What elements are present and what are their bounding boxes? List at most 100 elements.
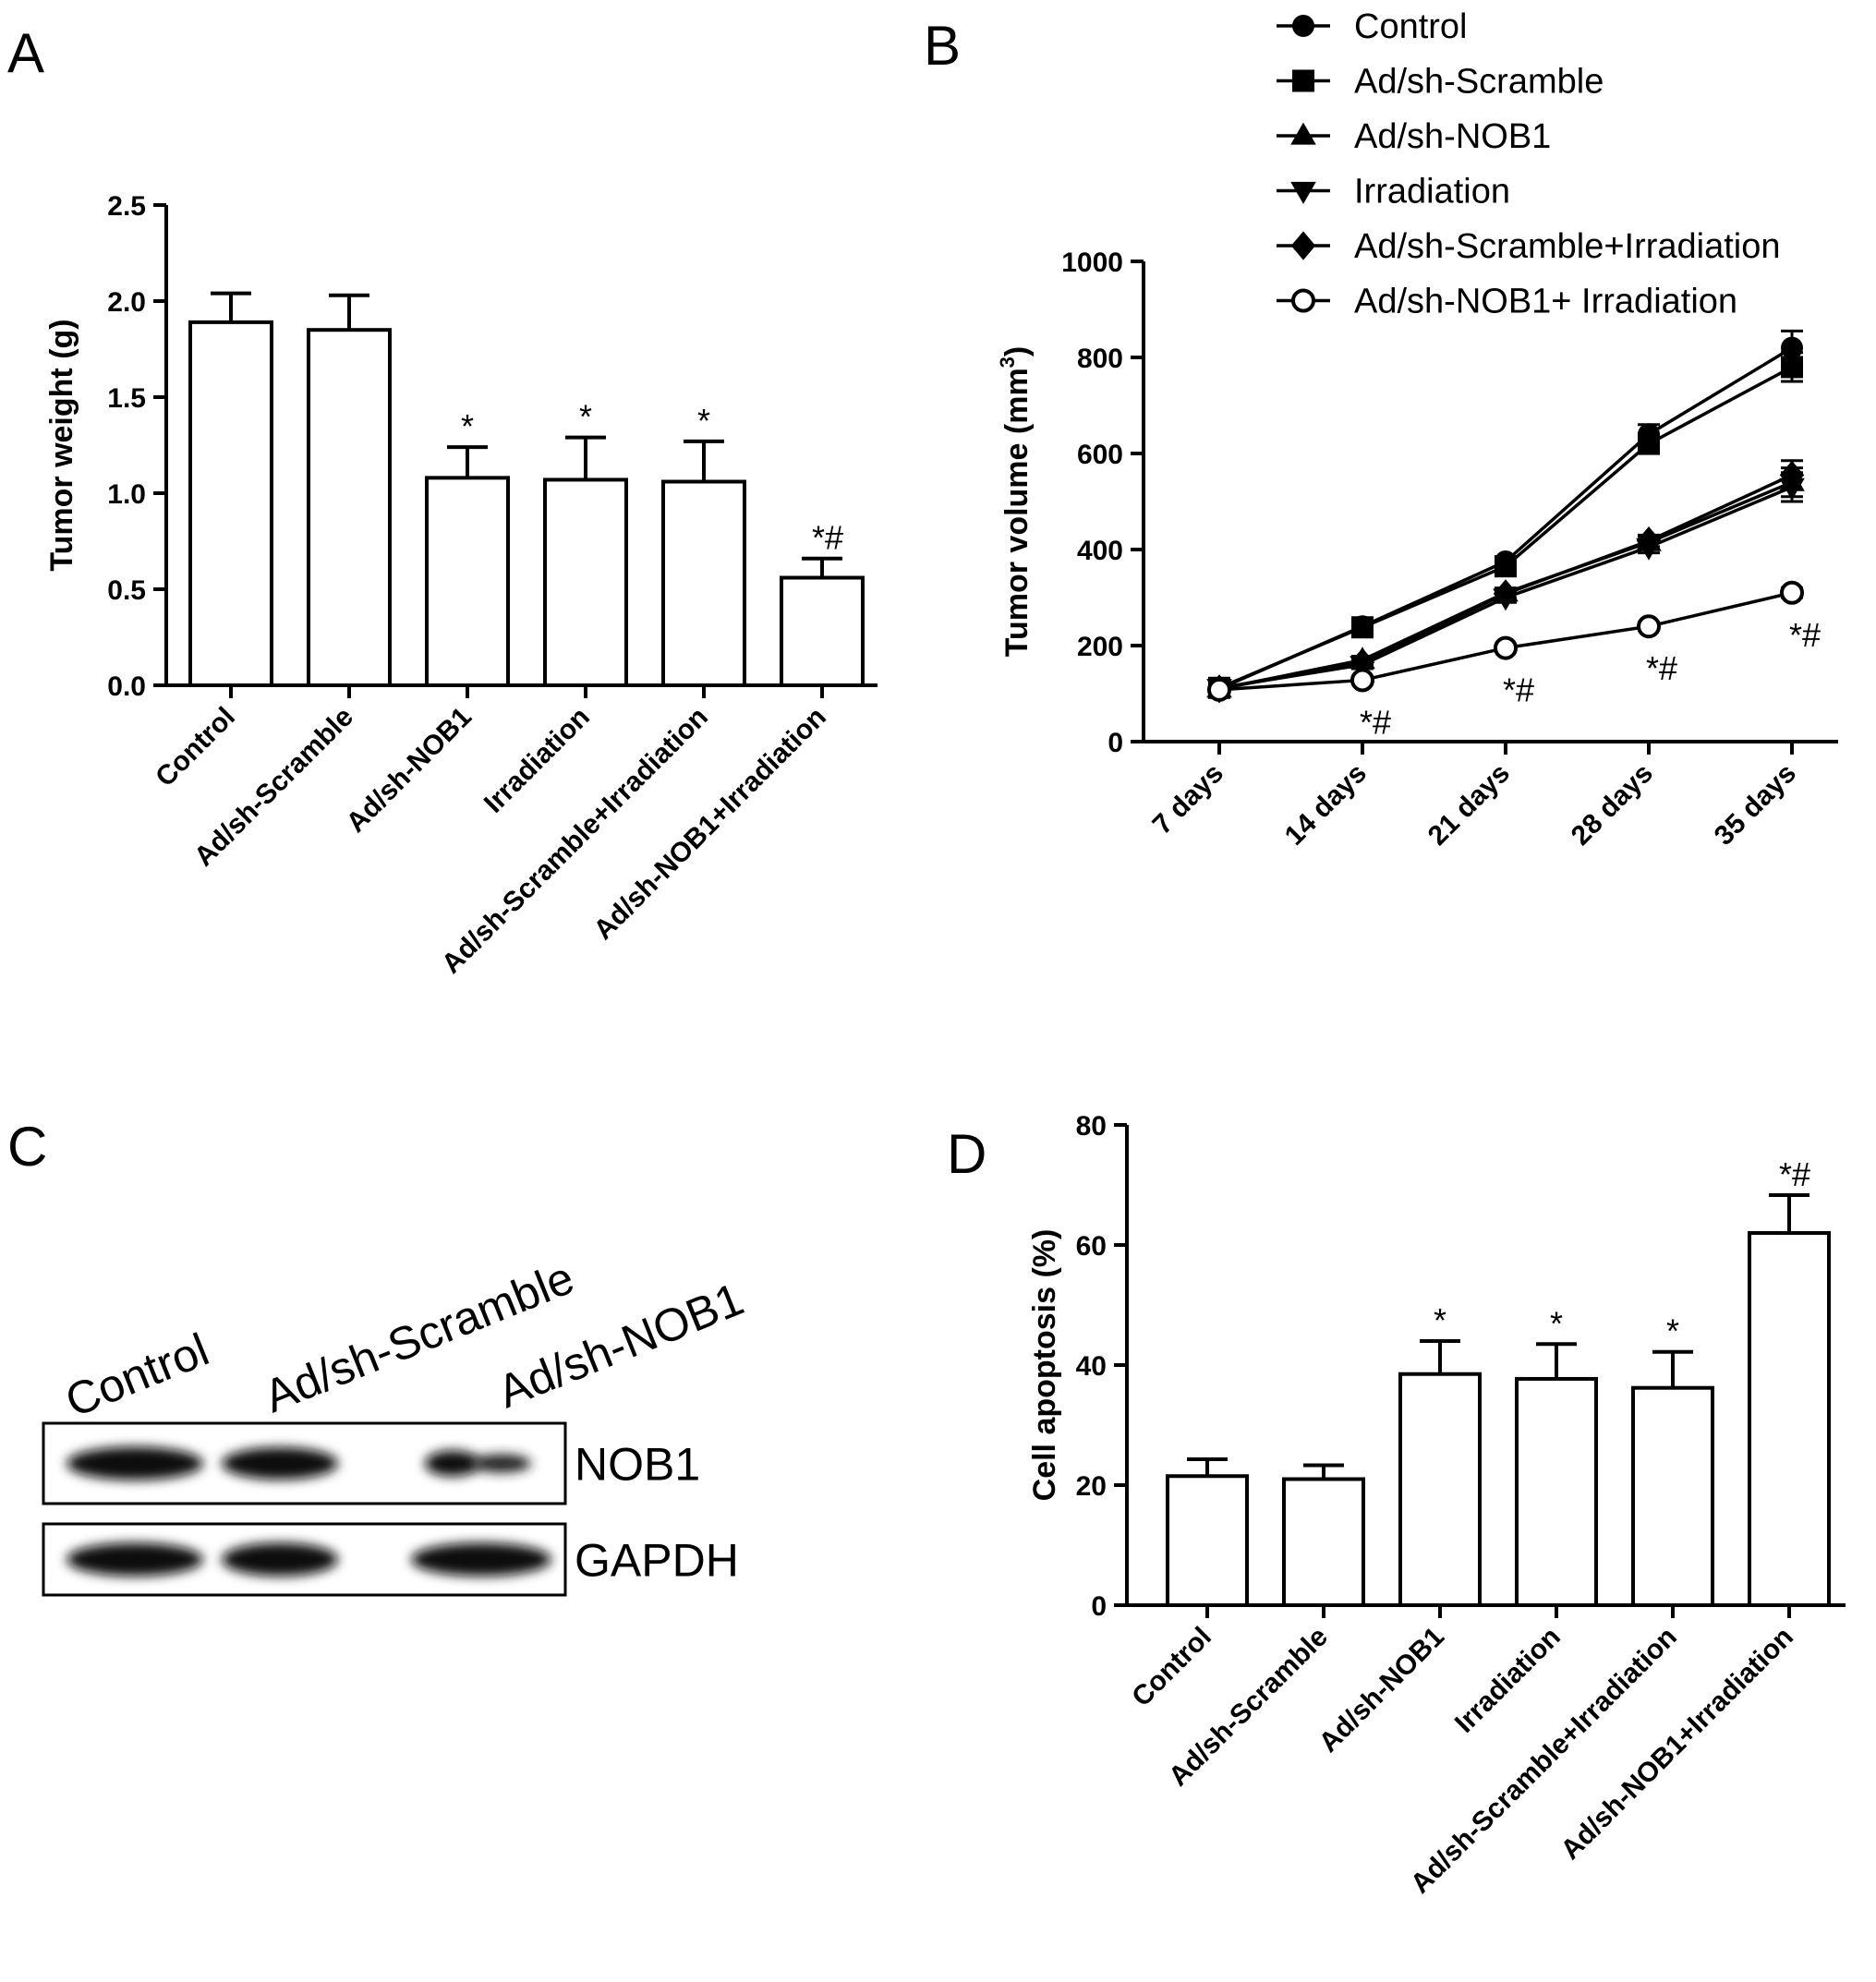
marker-diamond: [1636, 526, 1662, 556]
band: [411, 1542, 551, 1577]
legend-label: Ad/sh-NOB1+ Irradiation: [1354, 283, 1737, 321]
marker-triangle-up: [1290, 122, 1316, 145]
series: [1207, 580, 1804, 702]
x-tick-label: Control: [1126, 1622, 1217, 1713]
blot-row: GAPDH: [42, 1522, 739, 1597]
y-tick-label: 0.0: [107, 671, 146, 702]
marker-diamond: [1350, 647, 1375, 677]
x-tick-label: Ad/sh-NOB1: [1313, 1622, 1450, 1758]
significance-marker: *#: [1360, 703, 1391, 741]
marker-open-circle: [1350, 668, 1374, 693]
row-label: NOB1: [575, 1439, 700, 1491]
chart-b-legend: Control Ad/sh-Scramble Ad/sh-NOB1 Irradiati…: [1277, 7, 1781, 321]
marker-open-circle: [1207, 677, 1231, 702]
blot-row: NOB1: [42, 1421, 700, 1505]
marker-square: [1292, 69, 1314, 92]
bar: [543, 477, 628, 687]
x-tick-label: 35 days: [1709, 758, 1802, 852]
legend-label: Control: [1354, 7, 1468, 46]
y-tick-label: 2.5: [107, 191, 146, 222]
marker-open-circle: [1291, 288, 1315, 313]
bar: [1398, 1372, 1482, 1607]
legend-item: Ad/sh-Scramble+Irradiation: [1277, 227, 1781, 266]
legend-label: Ad/sh-NOB1: [1354, 117, 1551, 156]
y-tick-label: 0.5: [107, 575, 146, 606]
y-tick-label: 0: [1091, 1591, 1107, 1622]
y-tick-label: 2.0: [107, 287, 146, 318]
band: [222, 1542, 338, 1577]
y-tick-label: 80: [1076, 1111, 1107, 1142]
marker-diamond: [1779, 460, 1805, 489]
marker-open-circle: [1637, 614, 1661, 639]
y-axis-label-close: ): [999, 346, 1035, 357]
x-tick-label: Control: [150, 702, 241, 793]
y-axis-label-sup: 3: [996, 357, 1019, 368]
significance-marker: *: [1434, 1301, 1446, 1339]
significance-marker: *#: [1646, 649, 1677, 687]
band: [222, 1447, 338, 1480]
x-tick-label: Irradiation: [1449, 1622, 1567, 1739]
y-tick-label: 20: [1076, 1471, 1107, 1502]
panel-letter-b: B: [924, 15, 961, 77]
x-tick-label: 21 days: [1422, 758, 1516, 852]
y-tick-label: 60: [1076, 1231, 1107, 1262]
chart-d-cell-apoptosis: 020406080ControlAd/sh-ScrambleAd/sh-NOB1…: [1027, 1111, 1846, 1900]
significance-marker: *#: [1503, 671, 1534, 709]
legend-item: Irradiation: [1277, 173, 1510, 211]
x-tick-label: 7 days: [1147, 758, 1229, 840]
significance-marker: *: [1550, 1304, 1563, 1342]
y-axis-label-main: Tumor volume (mm: [999, 368, 1035, 657]
x-tick-label: 28 days: [1566, 758, 1659, 852]
y-tick-label: 600: [1077, 440, 1123, 470]
bar: [1515, 1376, 1598, 1607]
legend-item: Ad/sh-Scramble: [1277, 63, 1604, 102]
bar: [780, 575, 865, 688]
legend-item: Ad/sh-NOB1+ Irradiation: [1277, 283, 1737, 321]
y-tick-label: 1.0: [107, 479, 146, 510]
bar: [1631, 1385, 1714, 1607]
marker-diamond: [1290, 231, 1316, 260]
x-tick-label: Irradiation: [478, 702, 596, 819]
significance-marker: *#: [1789, 616, 1821, 654]
lane-label: Control: [58, 1323, 215, 1427]
chart-a-tumor-weight: 0.00.51.01.52.02.5ControlAd/sh-ScrambleA…: [44, 191, 877, 980]
bar: [661, 479, 746, 688]
significance-marker: *#: [1779, 1155, 1810, 1193]
legend-label: Ad/sh-Scramble+Irradiation: [1354, 227, 1781, 266]
y-axis-label: Cell apoptosis (%): [1027, 1229, 1062, 1502]
band: [425, 1450, 480, 1477]
x-tick-label: Ad/sh-NOB1+Irradiation: [588, 702, 832, 946]
bar: [188, 320, 273, 687]
significance-marker: *: [579, 398, 592, 436]
marker-open-circle: [1494, 635, 1518, 660]
chart-b-tumor-volume: 0 200 400 600 800 1000 7 days 14 days 21 days 28 …: [996, 248, 1838, 852]
legend-item: Ad/sh-NOB1: [1277, 117, 1551, 156]
significance-marker: *: [1666, 1312, 1679, 1350]
y-tick-label: 1000: [1061, 248, 1123, 278]
legend-item: Control: [1277, 7, 1468, 46]
y-tick-label: 0: [1107, 728, 1123, 758]
significance-marker: *: [461, 407, 474, 445]
y-tick-label: 200: [1077, 632, 1123, 662]
y-axis-label: Tumor volume (mm3): [996, 346, 1035, 658]
x-tick-label: Ad/sh-NOB1+Irradiation: [1555, 1622, 1799, 1866]
marker-triangle-down: [1290, 181, 1316, 204]
bar: [1748, 1231, 1831, 1607]
marker-square: [1495, 555, 1517, 578]
y-tick-label: 40: [1076, 1351, 1107, 1382]
series: [1206, 459, 1805, 704]
y-tick-label: 1.5: [107, 383, 146, 414]
legend-label: Irradiation: [1354, 173, 1510, 211]
panel-letter-a: A: [7, 22, 44, 84]
bar: [1166, 1474, 1249, 1607]
y-tick-label: 800: [1077, 344, 1123, 374]
x-tick-label: 14 days: [1279, 758, 1373, 852]
panel-letter-c: C: [7, 1116, 47, 1178]
significance-marker: *: [697, 402, 710, 440]
band: [472, 1454, 531, 1473]
marker-diamond: [1493, 579, 1519, 609]
marker-square: [1351, 616, 1374, 639]
marker-square: [1781, 356, 1803, 379]
